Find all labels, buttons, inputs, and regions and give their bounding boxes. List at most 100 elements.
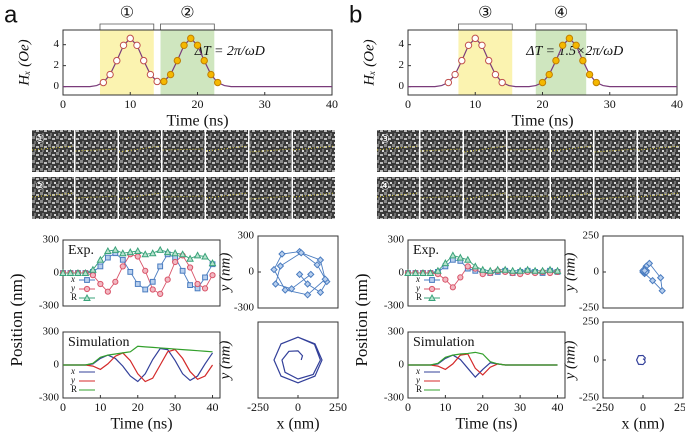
marker [119, 263, 126, 270]
image-tile [293, 130, 335, 172]
x-tick-label: -250 [247, 400, 269, 414]
marker [112, 278, 119, 285]
y-tick-label: 0 [399, 359, 405, 371]
trace-line [118, 192, 162, 200]
marker [411, 268, 420, 276]
x-tick-label: 0 [60, 97, 66, 111]
marker [457, 274, 464, 281]
marker [471, 262, 480, 270]
marker [538, 266, 547, 274]
marker [149, 286, 156, 293]
legend-label: y [415, 375, 420, 385]
marker [201, 252, 209, 260]
plot-frame [602, 321, 684, 399]
marker [97, 280, 104, 288]
marker [656, 274, 665, 282]
y-tick-label: 0 [54, 267, 60, 279]
marker [179, 267, 186, 274]
legend-label: y [70, 283, 75, 293]
marker [493, 265, 502, 273]
image-tile [162, 130, 205, 172]
x-tick-label: 30 [169, 400, 181, 414]
marker [133, 41, 141, 50]
x-tick-label: 10 [469, 97, 481, 111]
y-axis-label: y (nm) [217, 341, 233, 382]
trace-line [249, 148, 292, 153]
legend-marker [84, 277, 90, 283]
marker [449, 284, 456, 291]
marker [464, 41, 473, 50]
trace-line [550, 192, 594, 199]
marker [648, 276, 657, 285]
marker [449, 251, 457, 259]
image-tile [119, 177, 161, 219]
region-label: ② [180, 5, 194, 22]
x-tick-label: 20 [132, 400, 144, 414]
image-tile [293, 177, 335, 219]
y-tick-label: 4 [54, 38, 60, 50]
x-tick-label: 10 [124, 97, 136, 111]
trace-line [205, 192, 249, 199]
marker [104, 246, 112, 254]
chart: -250 0 250 -250 0 250 x (nm) y (nm) [562, 316, 685, 433]
marker [178, 250, 187, 258]
marker [193, 41, 202, 50]
y-tick-label: 2 [54, 59, 60, 71]
trace-line [507, 148, 550, 151]
trace-line [75, 195, 118, 199]
y-tick-label: 250 [583, 316, 600, 328]
y-tick-label: 300 [388, 234, 405, 246]
legend-label: x [415, 366, 420, 376]
marker [166, 70, 175, 79]
marker [303, 280, 312, 288]
marker [491, 70, 500, 79]
y-tick-label: 0 [249, 266, 255, 278]
marker [213, 78, 222, 87]
trace-line [594, 195, 637, 200]
marker [552, 56, 560, 65]
trace-line [420, 148, 463, 152]
trace-line [31, 192, 75, 198]
trace-line [205, 145, 249, 152]
marker [404, 268, 412, 276]
chart-title: Exp. [68, 243, 94, 258]
marker [140, 56, 148, 65]
series-line [63, 345, 213, 366]
trace-line [376, 192, 420, 198]
marker [172, 258, 179, 266]
marker [99, 78, 108, 87]
y-tick-label: -300 [234, 302, 255, 314]
region-label: ③ [478, 5, 492, 22]
marker [146, 70, 155, 79]
marker [508, 266, 517, 274]
y-axis-label: Position (nm) [352, 273, 371, 366]
series-line [273, 336, 323, 384]
marker [74, 268, 82, 276]
marker [276, 262, 285, 270]
x-tick-label: 0 [640, 400, 646, 414]
image-tile [507, 130, 550, 172]
chart: ③ ④ 0 10 20 30 40 0 2 4 Time (ns) Hₓ (Oe) ΔT = 1.5×2… [361, 5, 683, 130]
marker [501, 265, 510, 273]
marker [119, 41, 128, 50]
marker [464, 263, 471, 270]
marker [59, 268, 67, 276]
annotation: ΔT = 2π/ωD [194, 44, 265, 59]
marker [142, 286, 149, 293]
marker [572, 41, 580, 50]
marker [485, 56, 493, 65]
marker [592, 78, 600, 87]
y-axis-label: y (nm) [562, 341, 578, 382]
marker [163, 248, 172, 256]
x-tick-label: -250 [592, 400, 614, 414]
marker [149, 278, 156, 285]
marker [208, 259, 217, 267]
legend-label: y [415, 283, 420, 293]
trace-line [420, 195, 463, 199]
trace-line [162, 195, 205, 198]
series-line [408, 351, 558, 366]
marker [442, 276, 449, 283]
legend-label: x [70, 366, 75, 376]
image-tile [551, 130, 593, 172]
x-tick-label: 0 [60, 400, 66, 414]
